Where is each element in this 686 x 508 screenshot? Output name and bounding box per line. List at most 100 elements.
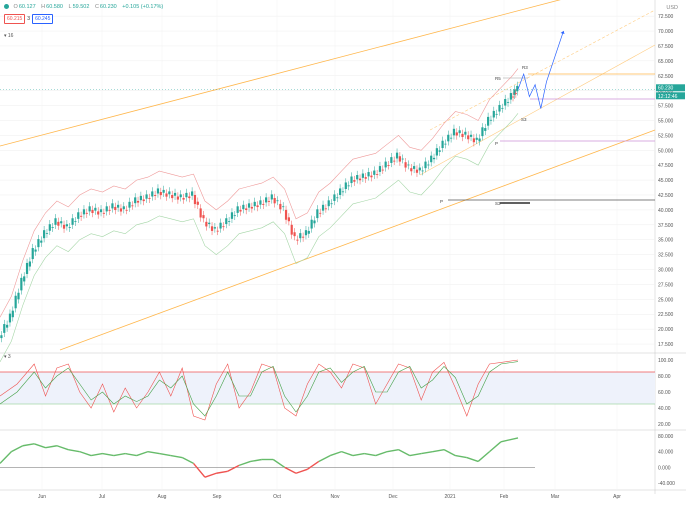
- candle-body: [282, 206, 285, 208]
- candle-body: [208, 222, 211, 225]
- candle-body: [330, 203, 333, 205]
- candle-body: [267, 200, 271, 202]
- candle-body: [296, 239, 299, 241]
- candle-body: [461, 133, 464, 138]
- momentum-segment: [477, 451, 490, 462]
- candle-body: [290, 224, 293, 235]
- candle-body: [94, 207, 97, 211]
- indicator-legend[interactable]: ▾ 16: [4, 33, 14, 39]
- candle-body: [185, 192, 188, 198]
- candle-body: [421, 170, 424, 172]
- buy-button[interactable]: 60.245: [32, 14, 54, 24]
- candle-body: [196, 201, 199, 205]
- sell-button[interactable]: 60.215: [4, 14, 26, 24]
- candle-body: [62, 224, 66, 229]
- momentum-segment: [136, 450, 149, 457]
- momentum-segment: [45, 445, 58, 449]
- candle-body: [57, 221, 60, 226]
- momentum-segment: [33, 443, 46, 449]
- mom-y-tick: 80.000: [658, 434, 674, 440]
- bid-ask-panel: 60.215 3 60.245: [4, 14, 54, 24]
- stoch-y-tick: 40.00: [658, 406, 671, 412]
- pivot-label: P: [495, 141, 498, 146]
- y-tick-label: 25.000: [658, 297, 674, 303]
- candle-body: [114, 206, 117, 211]
- candle-body: [188, 196, 191, 199]
- candle-body: [307, 230, 310, 234]
- candle-body: [310, 219, 313, 229]
- candle-body: [475, 137, 478, 140]
- candle-body: [373, 170, 376, 175]
- stoch-k-line: [0, 359, 519, 421]
- momentum-segment: [181, 456, 194, 465]
- momentum-segment: [170, 454, 183, 459]
- momentum-segment: [409, 452, 422, 457]
- candle-body: [393, 160, 396, 162]
- candle-body: [430, 155, 433, 163]
- candle-body: [191, 191, 194, 196]
- candle-body: [364, 177, 367, 179]
- candle-body: [427, 164, 430, 166]
- candle-body: [105, 206, 108, 212]
- candle-body: [40, 240, 43, 243]
- momentum-segment: [68, 448, 80, 453]
- candle-body: [111, 203, 114, 209]
- candle-body: [256, 205, 259, 208]
- x-tick-label: Nov: [331, 494, 340, 500]
- momentum-segment: [272, 458, 286, 468]
- candle-body: [71, 218, 74, 225]
- momentum-segment: [113, 452, 126, 457]
- y-tick-label: 22.500: [658, 312, 674, 318]
- stoch-band: [0, 372, 655, 404]
- candle-body: [253, 201, 256, 207]
- momentum-segment: [238, 460, 251, 467]
- candle-body: [14, 295, 17, 309]
- candle-body: [367, 172, 370, 177]
- candle-body: [492, 110, 495, 118]
- candle-body: [82, 209, 86, 215]
- candle-body: [313, 220, 316, 224]
- stoch-label: 3: [7, 354, 11, 360]
- candle-body: [80, 215, 83, 217]
- momentum-segment: [90, 452, 103, 457]
- candle-body: [284, 209, 288, 220]
- momentum-segment: [102, 452, 114, 457]
- candle-body: [504, 99, 507, 106]
- countdown-box: [656, 92, 685, 100]
- candle-body: [447, 134, 450, 142]
- candle-body: [370, 175, 373, 178]
- candle-body: [262, 203, 265, 205]
- candle-body: [410, 168, 413, 172]
- candle-body: [347, 185, 350, 187]
- candle-body: [230, 212, 234, 219]
- candle-body: [432, 157, 436, 160]
- stoch-legend[interactable]: ▾ 3: [4, 354, 11, 360]
- ohlc-header: O60.127 H60.580 L59.502 C60.230 +0.105 (…: [4, 4, 167, 10]
- candle-body: [415, 169, 419, 173]
- momentum-segment: [204, 472, 217, 478]
- mom-y-tick: 40.000: [658, 450, 674, 456]
- candle-body: [173, 192, 177, 196]
- candle-body: [270, 194, 273, 200]
- channel-inner: [419, 44, 656, 176]
- mom-y-tick: -40.000: [658, 481, 675, 487]
- candle-body: [404, 162, 407, 168]
- candle-body: [321, 204, 325, 211]
- pivot-label: P: [440, 199, 443, 204]
- candle-body: [511, 96, 515, 98]
- candle-body: [273, 197, 276, 204]
- candle-body: [222, 226, 225, 228]
- candle-body: [202, 215, 205, 219]
- x-tick-label: 2021: [444, 494, 455, 500]
- momentum-segment: [125, 452, 137, 457]
- low-value: 59.502: [72, 4, 90, 10]
- candle-body: [162, 189, 165, 193]
- y-tick-label: 30.000: [658, 268, 674, 274]
- candle-body: [128, 201, 131, 208]
- candle-body: [279, 203, 282, 210]
- momentum-segment: [306, 460, 320, 470]
- candle-body: [498, 104, 501, 112]
- candle-body: [324, 208, 327, 210]
